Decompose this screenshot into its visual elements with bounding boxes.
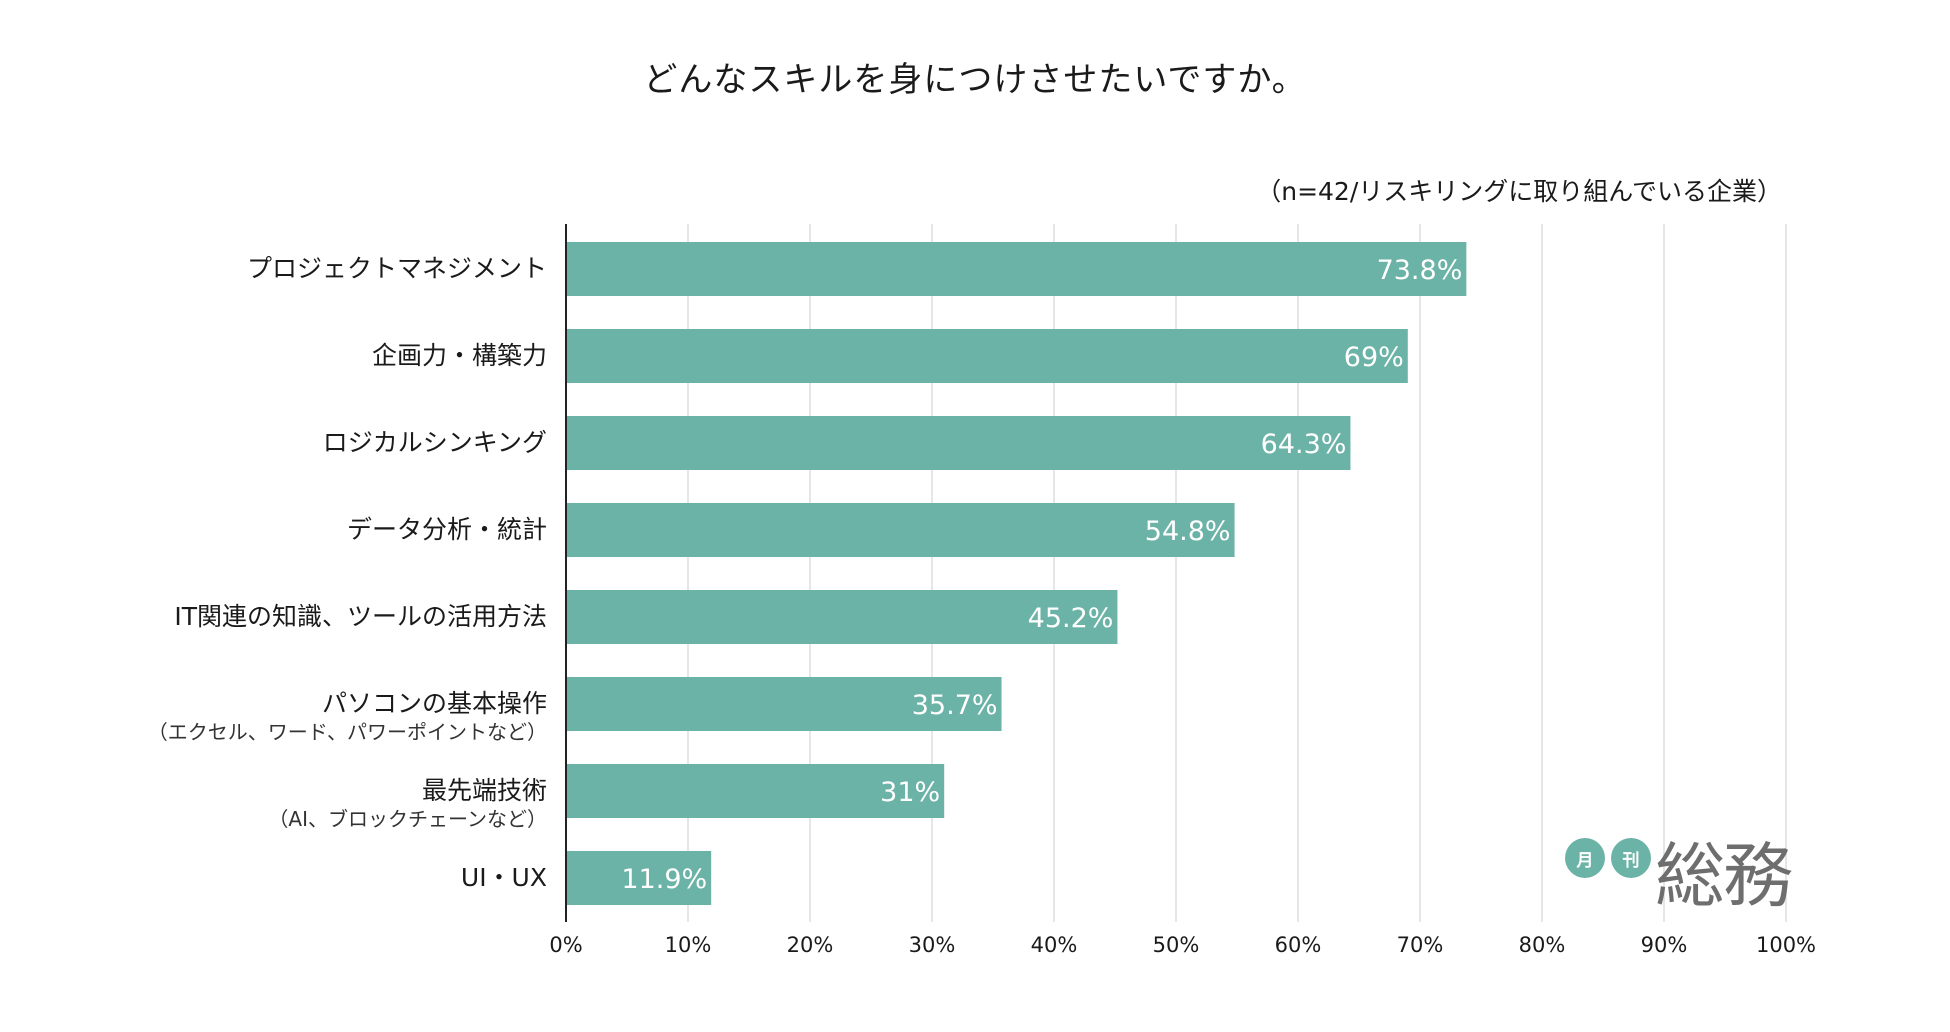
bar — [566, 503, 1235, 557]
bar — [566, 764, 945, 818]
category-label: IT関連の知識、ツールの活用方法 — [174, 602, 547, 632]
category-label-main: ロジカルシンキング — [322, 428, 547, 457]
category-label: プロジェクトマネジメント — [247, 254, 547, 284]
x-tick-label: 40% — [1031, 933, 1078, 957]
category-label: ロジカルシンキング — [323, 428, 547, 458]
x-tick-label: 0% — [549, 933, 582, 957]
chart-subtitle: （n=42/リスキリングに取り組んでいる企業） — [1256, 177, 1782, 206]
category-label-main: 企画力・構築力 — [371, 341, 547, 370]
category-label-sub: （AI、ブロックチェーンなど） — [268, 807, 547, 831]
category-label: 最先端技術 （AI、ブロックチェーンなど） — [268, 776, 547, 832]
bar — [566, 851, 712, 905]
category-label: データ分析・統計 — [347, 515, 547, 545]
bars: 73.8% 69% 64.3% 54.8% 45.2% 35.7% 31% 11.9% — [566, 242, 1467, 905]
data-label: 11.9% — [621, 864, 707, 895]
logo: 月 刊 総務 — [1565, 820, 1795, 920]
logo-text: 総務 — [1655, 835, 1793, 917]
x-tick-label: 50% — [1153, 933, 1200, 957]
x-tick-label: 100% — [1756, 933, 1816, 957]
category-label-main: データ分析・統計 — [346, 515, 547, 544]
bar — [566, 329, 1408, 383]
data-label: 45.2% — [1028, 603, 1114, 634]
category-label: 企画力・構築力 — [372, 341, 547, 371]
data-label: 69% — [1344, 342, 1404, 373]
data-label: 31% — [880, 777, 940, 808]
x-tick-label: 80% — [1519, 933, 1566, 957]
x-tick-label: 10% — [665, 933, 712, 957]
x-tick-label: 90% — [1641, 933, 1688, 957]
x-tick-label: 20% — [787, 933, 834, 957]
x-tick-label: 30% — [909, 933, 956, 957]
x-tick-label: 70% — [1397, 933, 1444, 957]
category-label-main: プロジェクトマネジメント — [246, 254, 547, 283]
data-label: 64.3% — [1261, 429, 1347, 460]
category-label-main: IT関連の知識、ツールの活用方法 — [174, 602, 547, 631]
category-label-sub: （エクセル、ワード、パワーポイントなど） — [147, 720, 547, 744]
bar — [566, 590, 1118, 644]
logo-badge-month: 月 — [1565, 838, 1605, 878]
data-label: 35.7% — [912, 690, 998, 721]
data-label: 54.8% — [1145, 516, 1231, 547]
category-label: UI・UX — [461, 863, 547, 893]
category-label-main: パソコンの基本操作 — [321, 689, 547, 718]
bar — [566, 416, 1351, 470]
bar — [566, 677, 1002, 731]
category-label-main: UI・UX — [460, 863, 547, 892]
logo-badge-issue: 刊 — [1611, 838, 1651, 878]
bar — [566, 242, 1467, 296]
category-label-main: 最先端技術 — [421, 776, 547, 805]
data-label: 73.8% — [1377, 255, 1463, 286]
category-label: パソコンの基本操作 （エクセル、ワード、パワーポイントなど） — [148, 689, 547, 745]
chart-title: どんなスキルを身につけさせたいですか。 — [643, 60, 1307, 100]
x-tick-labels: 0% 10% 20% 30% 40% 50% 60% 70% 80% 90% 100% — [549, 933, 1816, 957]
x-tick-label: 60% — [1275, 933, 1322, 957]
